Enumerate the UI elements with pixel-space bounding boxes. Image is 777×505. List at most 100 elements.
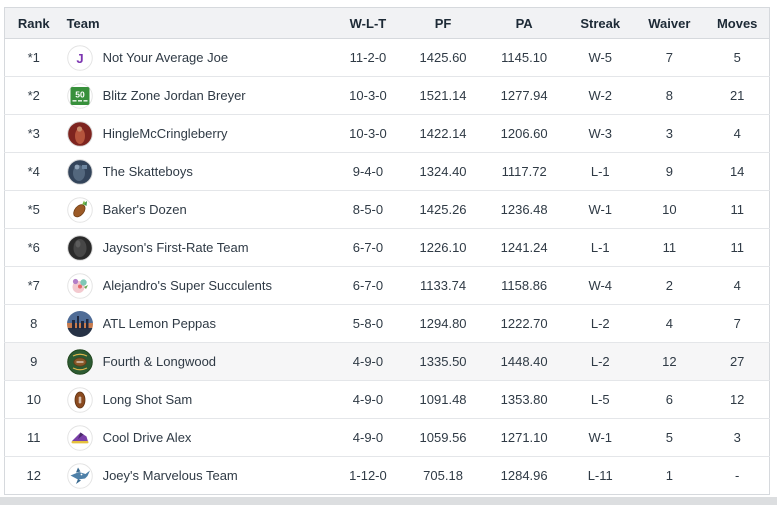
team-cell: Alejandro's Super Succulents — [62, 266, 331, 305]
column-header-waiver[interactable]: Waiver — [633, 7, 706, 39]
fifty-yard-marker-avatar: 50 — [66, 82, 93, 109]
waiver-cell: 5 — [633, 418, 706, 457]
moves-cell: 5 — [705, 38, 770, 77]
team-name-link[interactable]: Cool Drive Alex — [102, 430, 192, 445]
column-header-rank[interactable]: Rank — [4, 7, 63, 39]
pa-cell: 1117.72 — [481, 152, 568, 191]
team-name-link[interactable]: Jayson's First-Rate Team — [102, 240, 249, 255]
wlt-cell: 8-5-0 — [330, 190, 405, 229]
waiver-cell: 10 — [633, 190, 706, 229]
waiver-cell: 12 — [633, 342, 706, 381]
streak-cell: L-2 — [567, 342, 634, 381]
table-row: 11 Cool Drive Alex 4-9-0 1059.56 1271.10… — [4, 418, 770, 457]
waiver-cell: 11 — [633, 228, 706, 267]
team-name-link[interactable]: Joey's Marvelous Team — [102, 468, 238, 483]
horizontal-scrollbar[interactable] — [0, 497, 777, 505]
column-header-moves[interactable]: Moves — [705, 7, 770, 39]
streak-cell: W-4 — [567, 266, 634, 305]
moves-cell: 4 — [705, 114, 770, 153]
team-cell: Long Shot Sam — [62, 380, 331, 419]
wlt-cell: 6-7-0 — [330, 266, 405, 305]
waiver-cell: 8 — [633, 76, 706, 115]
waiver-cell: 4 — [633, 304, 706, 343]
wlt-cell: 4-9-0 — [330, 418, 405, 457]
table-row: *3 HingleMcCringleberry 10-3-0 1422.14 1… — [4, 114, 770, 153]
streak-cell: W-3 — [567, 114, 634, 153]
team-cell: J Not Your Average Joe — [62, 38, 331, 77]
pf-cell: 1059.56 — [405, 418, 482, 457]
pf-cell: 705.18 — [405, 456, 482, 495]
navy-photo-avatar — [66, 158, 93, 185]
team-name-link[interactable]: Fourth & Longwood — [102, 354, 217, 369]
wlt-cell: 11-2-0 — [330, 38, 405, 77]
column-header-pa[interactable]: PA — [481, 7, 568, 39]
team-name-link[interactable]: Blitz Zone Jordan Breyer — [102, 88, 246, 103]
team-cell: ATL Lemon Peppas — [62, 304, 331, 343]
moves-cell: 11 — [705, 228, 770, 267]
rank-cell: *4 — [4, 152, 63, 191]
streak-cell: W-1 — [567, 418, 634, 457]
waiver-cell: 7 — [633, 38, 706, 77]
rank-cell: 10 — [4, 380, 63, 419]
streak-cell: W-2 — [567, 76, 634, 115]
team-cell: Joey's Marvelous Team — [62, 456, 331, 495]
table-row: 9 Fourth & Longwood 4-9-0 1335.50 1448.4… — [4, 342, 770, 381]
rank-cell: 12 — [4, 456, 63, 495]
wlt-cell: 9-4-0 — [330, 152, 405, 191]
pf-cell: 1324.40 — [405, 152, 482, 191]
column-header-wlt[interactable]: W-L-T — [330, 7, 405, 39]
rank-cell: *2 — [4, 76, 63, 115]
pa-cell: 1241.24 — [481, 228, 568, 267]
team-cell: HingleMcCringleberry — [62, 114, 331, 153]
streak-cell: W-1 — [567, 190, 634, 229]
column-header-streak[interactable]: Streak — [567, 7, 634, 39]
team-name-link[interactable]: The Skatteboys — [102, 164, 193, 179]
wlt-cell: 4-9-0 — [330, 380, 405, 419]
pf-cell: 1425.60 — [405, 38, 482, 77]
pa-cell: 1158.86 — [481, 266, 568, 305]
pf-cell: 1294.80 — [405, 304, 482, 343]
standings-table-container: Rank Team W-L-T PF PA Streak Waiver Move… — [4, 7, 770, 495]
pa-cell: 1284.96 — [481, 456, 568, 495]
table-row: *5 Baker's Dozen 8-5-0 1425.26 1236.48 W… — [4, 190, 770, 229]
table-row: *6 Jayson's First-Rate Team 6-7-0 1226.1… — [4, 228, 770, 267]
pa-cell: 1448.40 — [481, 342, 568, 381]
wlt-cell: 1-12-0 — [330, 456, 405, 495]
pa-cell: 1222.70 — [481, 304, 568, 343]
pf-cell: 1091.48 — [405, 380, 482, 419]
waiver-cell: 3 — [633, 114, 706, 153]
team-cell: Cool Drive Alex — [62, 418, 331, 457]
column-header-pf[interactable]: PF — [405, 7, 482, 39]
standings-table-body: *1 J Not Your Average Joe 11-2-0 1425.60… — [4, 38, 770, 495]
rank-cell: *3 — [4, 114, 63, 153]
pa-cell: 1206.60 — [481, 114, 568, 153]
rank-cell: 9 — [4, 342, 63, 381]
team-name-link[interactable]: Long Shot Sam — [102, 392, 193, 407]
wlt-cell: 5-8-0 — [330, 304, 405, 343]
team-cell: 50 Blitz Zone Jordan Breyer — [62, 76, 331, 115]
football-avatar — [66, 386, 93, 413]
team-name-link[interactable]: Alejandro's Super Succulents — [102, 278, 272, 293]
team-name-link[interactable]: Not Your Average Joe — [102, 50, 229, 65]
column-header-team[interactable]: Team — [62, 7, 331, 39]
table-row: 10 Long Shot Sam 4-9-0 1091.48 1353.80 L… — [4, 380, 770, 419]
rank-cell: *6 — [4, 228, 63, 267]
moves-cell: 3 — [705, 418, 770, 457]
table-row: *7 Alejandro's Super Succulents 6-7-0 11… — [4, 266, 770, 305]
pf-cell: 1422.14 — [405, 114, 482, 153]
wlt-cell: 6-7-0 — [330, 228, 405, 267]
table-row: 12 Joey's Marvelous Team 1-12-0 705.18 1… — [4, 456, 770, 495]
waiver-cell: 6 — [633, 380, 706, 419]
city-skyline-avatar — [66, 310, 93, 337]
team-name-link[interactable]: HingleMcCringleberry — [102, 126, 228, 141]
purple-sneaker-avatar — [66, 424, 93, 451]
black-photo-avatar — [66, 234, 93, 261]
pa-cell: 1353.80 — [481, 380, 568, 419]
pa-cell: 1236.48 — [481, 190, 568, 229]
table-row: *4 The Skatteboys 9-4-0 1324.40 1117.72 … — [4, 152, 770, 191]
pf-cell: 1521.14 — [405, 76, 482, 115]
team-name-link[interactable]: ATL Lemon Peppas — [102, 316, 217, 331]
waiver-cell: 2 — [633, 266, 706, 305]
team-name-link[interactable]: Baker's Dozen — [102, 202, 187, 217]
